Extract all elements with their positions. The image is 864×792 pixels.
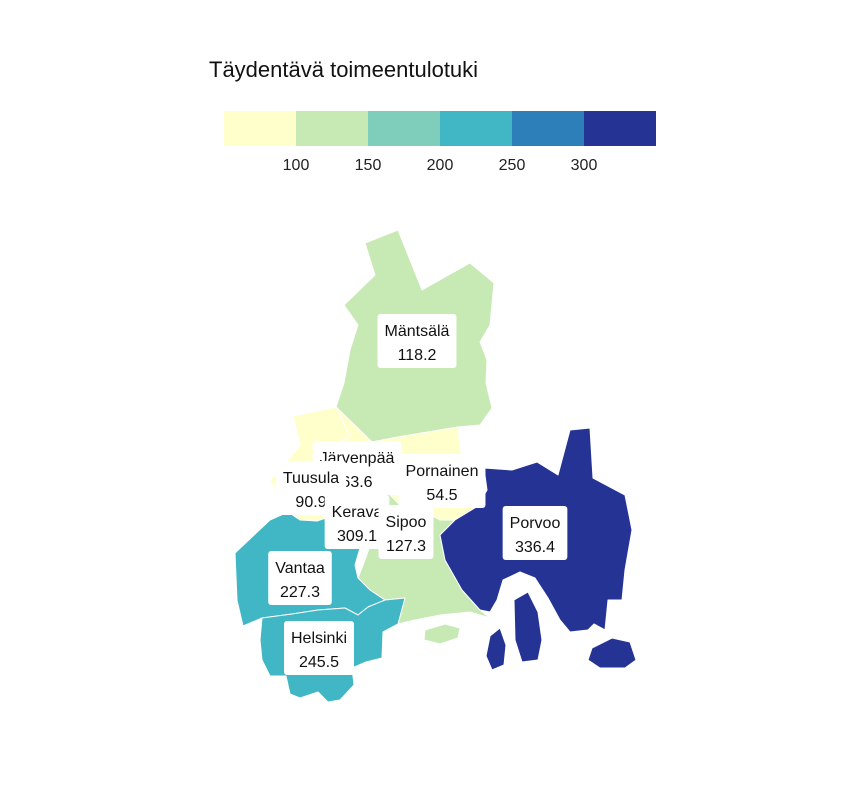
region-porvoo-island-1 — [513, 591, 543, 663]
label-value-porvoo: 336.4 — [515, 539, 555, 556]
region-porvoo-island-3 — [587, 637, 637, 669]
label-value-tuusula: 90.9 — [295, 494, 326, 511]
legend-tick-label: 200 — [427, 157, 454, 174]
label-mantsala: Mäntsälä 118.2 — [377, 314, 457, 368]
label-box-porvoo — [502, 506, 568, 560]
label-name-pornainen: Pornainen — [406, 463, 479, 480]
label-box-vantaa — [268, 551, 332, 605]
label-name-helsinki: Helsinki — [291, 630, 347, 647]
label-value-helsinki: 245.5 — [299, 654, 339, 671]
label-name-vantaa: Vantaa — [275, 560, 325, 577]
label-value-pornainen: 54.5 — [426, 487, 457, 504]
legend-swatch — [368, 111, 440, 146]
label-name-mantsala: Mäntsälä — [385, 323, 450, 340]
label-name-porvoo: Porvoo — [510, 515, 561, 532]
region-labels: Mäntsälä118.2Järvenpää63.6Pornainen54.5T… — [268, 314, 568, 675]
label-name-tuusula: Tuusula — [283, 470, 339, 487]
legend-tick-label: 150 — [355, 157, 382, 174]
label-name-sipoo: Sipoo — [386, 514, 427, 531]
legend-title: Täydentävä toimeentulotuki — [209, 57, 478, 82]
label-value-mantsala: 118.2 — [398, 347, 437, 364]
label-vantaa: Vantaa 227.3 — [268, 551, 332, 605]
label-value-sipoo: 127.3 — [386, 538, 426, 555]
legend-tick-label: 100 — [283, 157, 310, 174]
legend-tick-label: 250 — [499, 157, 526, 174]
label-kerava: Kerava 309.1 — [324, 495, 390, 549]
label-box-mantsala — [377, 314, 457, 368]
legend: Täydentävä toimeentulotuki 100 150 200 250 3… — [209, 57, 656, 174]
legend-swatch — [224, 111, 296, 146]
label-box-helsinki — [283, 621, 355, 675]
label-box-pornainen — [398, 454, 486, 508]
label-value-jarvenpaa: 63.6 — [341, 474, 372, 491]
label-pornainen: Pornainen 54.5 — [398, 454, 486, 508]
label-sipoo: Sipoo 127.3 — [378, 505, 434, 559]
region-porvoo-island-2 — [485, 627, 507, 671]
legend-ticks: 100 150 200 250 300 — [283, 157, 598, 174]
label-box-kerava — [324, 495, 390, 549]
legend-swatch — [296, 111, 368, 146]
legend-swatch — [584, 111, 656, 146]
region-sipoo-islet — [423, 623, 461, 645]
label-box-sipoo — [378, 505, 434, 559]
legend-colorbar — [224, 111, 656, 146]
label-helsinki: Helsinki 245.5 — [283, 621, 355, 675]
label-porvoo: Porvoo 336.4 — [502, 506, 568, 560]
label-value-kerava: 309.1 — [337, 528, 377, 545]
label-name-kerava: Kerava — [332, 504, 383, 521]
label-value-vantaa: 227.3 — [280, 584, 320, 601]
legend-swatch — [512, 111, 584, 146]
legend-swatch — [440, 111, 512, 146]
legend-tick-label: 300 — [571, 157, 598, 174]
